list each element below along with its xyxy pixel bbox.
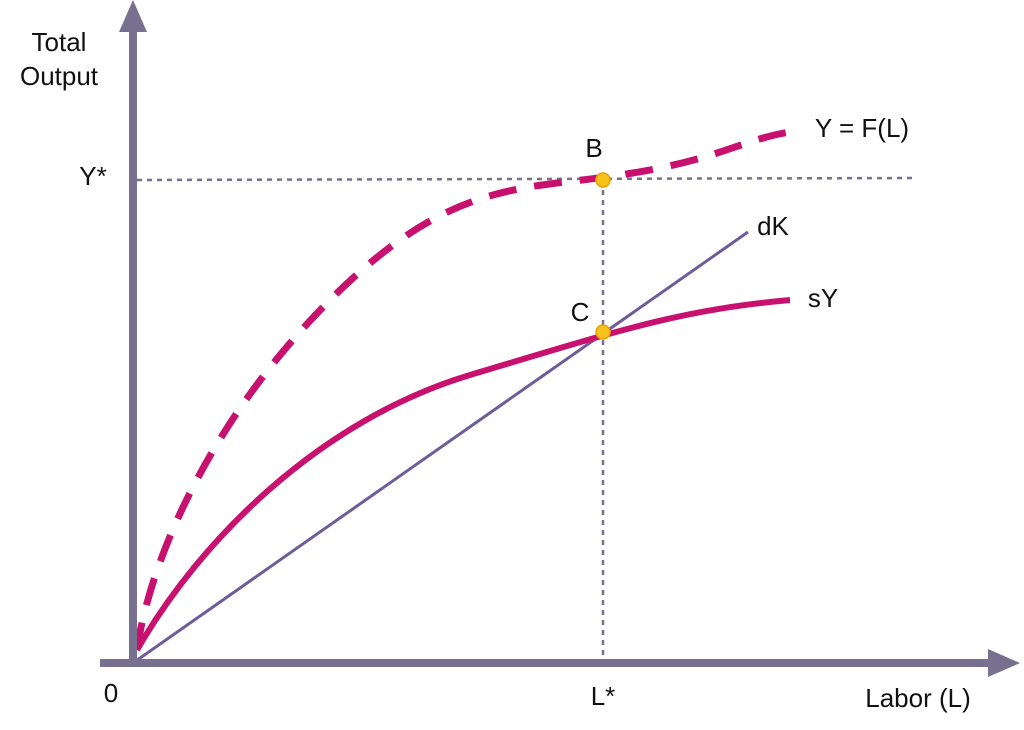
y-axis-arrow [119, 0, 147, 32]
curve-label: Y = F(L) [815, 113, 909, 143]
savings-curve [134, 297, 791, 652]
point-b [595, 172, 611, 188]
dk-line [132, 230, 749, 665]
x-axis-arrow [988, 649, 1020, 677]
y-axis-label: Output [20, 61, 99, 91]
curve-label: dK [757, 211, 789, 241]
point-c [595, 324, 611, 340]
x-axis-label: Labor (L) [865, 683, 971, 713]
y-star-label: Y* [79, 161, 106, 191]
l-star-label: L* [591, 681, 616, 711]
curve-label: sY [808, 283, 838, 313]
production-curve [133, 128, 791, 651]
point-label: C [571, 297, 590, 327]
origin-label: 0 [104, 678, 118, 708]
y-axis-label: Total [32, 27, 87, 57]
point-label: B [585, 133, 602, 163]
y-star-guide [136, 176, 916, 182]
